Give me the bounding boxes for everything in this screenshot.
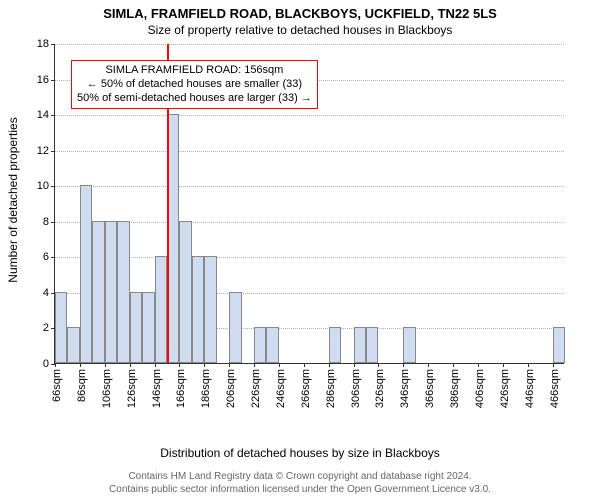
ytick-label: 14 — [37, 109, 55, 121]
xtick-label: 386sqm — [449, 363, 461, 408]
xtick-label: 286sqm — [325, 363, 337, 408]
histogram-chart: SIMLA, FRAMFIELD ROAD, BLACKBOYS, UCKFIE… — [0, 0, 600, 500]
xtick-label: 206sqm — [225, 363, 237, 408]
histogram-bar — [55, 292, 67, 363]
gridline — [55, 115, 564, 116]
gridline — [55, 186, 564, 187]
xtick-label: 186sqm — [200, 363, 212, 408]
histogram-bar — [266, 327, 278, 363]
histogram-bar — [92, 221, 104, 363]
gridline — [55, 151, 564, 152]
xtick-label: 326sqm — [374, 363, 386, 408]
gridline — [55, 257, 564, 258]
y-axis-label: Number of detached properties — [6, 40, 20, 360]
xtick-label: 86sqm — [76, 363, 88, 402]
xtick-label: 246sqm — [275, 363, 287, 408]
x-axis-label: Distribution of detached houses by size … — [0, 446, 600, 460]
histogram-bar — [229, 292, 241, 363]
annotation-line-3: 50% of semi-detached houses are larger (… — [77, 92, 312, 106]
histogram-bar — [354, 327, 366, 363]
histogram-bar — [142, 292, 154, 363]
ytick-label: 12 — [37, 145, 55, 157]
xtick-label: 106sqm — [101, 363, 113, 408]
histogram-bar — [155, 256, 167, 363]
xtick-label: 146sqm — [151, 363, 163, 408]
annotation-box: SIMLA FRAMFIELD ROAD: 156sqm← 50% of det… — [71, 60, 318, 109]
ytick-label: 18 — [37, 38, 55, 50]
ytick-label: 8 — [43, 216, 55, 228]
histogram-bar — [192, 256, 204, 363]
histogram-bar — [254, 327, 266, 363]
histogram-bar — [130, 292, 142, 363]
xtick-label: 426sqm — [499, 363, 511, 408]
annotation-line-1: SIMLA FRAMFIELD ROAD: 156sqm — [77, 64, 312, 78]
histogram-bar — [80, 185, 92, 363]
histogram-bar — [553, 327, 565, 363]
license-text: Contains HM Land Registry data © Crown c… — [0, 470, 600, 496]
gridline — [55, 222, 564, 223]
xtick-label: 366sqm — [424, 363, 436, 408]
histogram-bar — [117, 221, 129, 363]
histogram-bar — [67, 327, 79, 363]
ytick-label: 4 — [43, 287, 55, 299]
xtick-label: 406sqm — [474, 363, 486, 408]
histogram-bar — [366, 327, 378, 363]
xtick-label: 126sqm — [126, 363, 138, 408]
ytick-label: 16 — [37, 74, 55, 86]
xtick-label: 466sqm — [549, 363, 561, 408]
license-line-1: Contains HM Land Registry data © Crown c… — [0, 470, 600, 483]
histogram-bar — [105, 221, 117, 363]
histogram-bar — [329, 327, 341, 363]
ytick-label: 2 — [43, 322, 55, 334]
ytick-label: 10 — [37, 180, 55, 192]
xtick-label: 226sqm — [250, 363, 262, 408]
ytick-label: 6 — [43, 251, 55, 263]
xtick-label: 446sqm — [524, 363, 536, 408]
histogram-bar — [403, 327, 415, 363]
annotation-line-2: ← 50% of detached houses are smaller (33… — [77, 78, 312, 92]
histogram-bar — [204, 256, 216, 363]
xtick-label: 166sqm — [175, 363, 187, 408]
xtick-label: 306sqm — [350, 363, 362, 408]
xtick-label: 66sqm — [51, 363, 63, 402]
plot-area: 02468101214161866sqm86sqm106sqm126sqm146… — [54, 44, 564, 364]
gridline — [55, 44, 564, 45]
xtick-label: 346sqm — [399, 363, 411, 408]
histogram-bar — [179, 221, 191, 363]
xtick-label: 266sqm — [300, 363, 312, 408]
chart-title: SIMLA, FRAMFIELD ROAD, BLACKBOYS, UCKFIE… — [0, 0, 600, 21]
chart-subtitle: Size of property relative to detached ho… — [0, 21, 600, 39]
license-line-2: Contains public sector information licen… — [0, 483, 600, 496]
